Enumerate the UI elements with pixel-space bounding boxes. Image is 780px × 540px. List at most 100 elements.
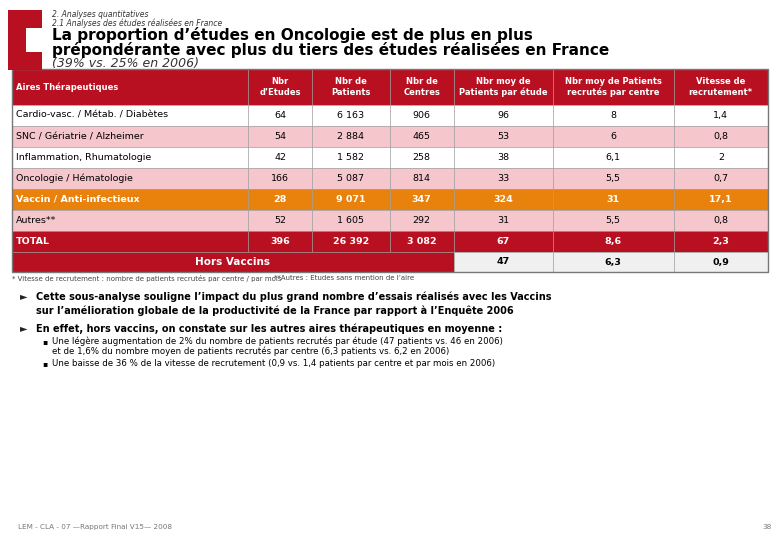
Text: 347: 347 bbox=[412, 195, 431, 204]
Text: 47: 47 bbox=[497, 258, 510, 267]
Text: 6,3: 6,3 bbox=[604, 258, 622, 267]
Bar bbox=[454, 231, 553, 252]
Bar bbox=[454, 168, 553, 189]
Bar bbox=[454, 252, 553, 272]
Bar bbox=[312, 210, 389, 231]
Bar bbox=[454, 69, 553, 105]
Bar bbox=[553, 69, 674, 105]
Bar bbox=[674, 147, 768, 168]
Text: 64: 64 bbox=[274, 111, 286, 120]
Text: Une baisse de 36 % de la vitesse de recrutement (0,9 vs. 1,4 patients par centre: Une baisse de 36 % de la vitesse de recr… bbox=[52, 359, 495, 368]
Text: 1 605: 1 605 bbox=[337, 216, 364, 225]
Text: ►: ► bbox=[20, 323, 27, 333]
Bar bbox=[248, 189, 312, 210]
Text: 9 071: 9 071 bbox=[336, 195, 366, 204]
Text: 6: 6 bbox=[610, 132, 616, 141]
Bar bbox=[553, 231, 674, 252]
Text: Autres**: Autres** bbox=[16, 216, 56, 225]
Text: ▪: ▪ bbox=[42, 337, 47, 346]
Text: **Autres : Etudes sans mention de l’aire: **Autres : Etudes sans mention de l’aire bbox=[274, 275, 414, 281]
Bar bbox=[389, 147, 454, 168]
Text: 0,9: 0,9 bbox=[712, 258, 729, 267]
Text: 2: 2 bbox=[718, 153, 724, 162]
Bar bbox=[312, 126, 389, 147]
Text: 31: 31 bbox=[497, 216, 509, 225]
Text: 2,3: 2,3 bbox=[712, 237, 729, 246]
Text: LEM - CLA - 07 —Rapport Final V15— 2008: LEM - CLA - 07 —Rapport Final V15— 2008 bbox=[18, 524, 172, 530]
Text: (39% vs. 25% en 2006): (39% vs. 25% en 2006) bbox=[52, 57, 199, 70]
Text: 814: 814 bbox=[413, 174, 431, 183]
Bar bbox=[389, 126, 454, 147]
Text: 258: 258 bbox=[413, 153, 431, 162]
Text: 52: 52 bbox=[274, 216, 286, 225]
Text: Une légère augmentation de 2% du nombre de patients recrutés par étude (47 patie: Une légère augmentation de 2% du nombre … bbox=[52, 337, 503, 347]
Bar bbox=[389, 231, 454, 252]
Bar bbox=[12, 69, 248, 105]
Text: 33: 33 bbox=[497, 174, 509, 183]
Bar bbox=[674, 69, 768, 105]
Bar bbox=[674, 126, 768, 147]
Bar bbox=[248, 69, 312, 105]
Text: 38: 38 bbox=[762, 524, 771, 530]
Bar bbox=[674, 252, 768, 272]
Bar bbox=[248, 210, 312, 231]
Bar bbox=[12, 147, 248, 168]
Bar bbox=[553, 168, 674, 189]
Text: 67: 67 bbox=[497, 237, 510, 246]
Text: 5,5: 5,5 bbox=[606, 216, 621, 225]
Bar bbox=[674, 168, 768, 189]
Text: 28: 28 bbox=[273, 195, 287, 204]
Bar bbox=[12, 105, 248, 126]
Bar bbox=[12, 189, 248, 210]
Text: 396: 396 bbox=[270, 237, 290, 246]
Text: 17,1: 17,1 bbox=[709, 195, 732, 204]
Text: 292: 292 bbox=[413, 216, 431, 225]
Bar bbox=[389, 105, 454, 126]
Text: Cette sous-analyse souligne l’impact du plus grand nombre d’essais réalisés avec: Cette sous-analyse souligne l’impact du … bbox=[36, 291, 551, 316]
Text: La proportion d’études en Oncologie est de plus en plus: La proportion d’études en Oncologie est … bbox=[52, 27, 533, 43]
Text: 3 082: 3 082 bbox=[407, 237, 437, 246]
Bar bbox=[12, 168, 248, 189]
Text: 1 582: 1 582 bbox=[337, 153, 364, 162]
Text: 324: 324 bbox=[494, 195, 513, 204]
Text: 2 884: 2 884 bbox=[337, 132, 364, 141]
Bar bbox=[553, 210, 674, 231]
Text: Nbr moy de Patients
recrutés par centre: Nbr moy de Patients recrutés par centre bbox=[565, 77, 661, 97]
Text: 26 392: 26 392 bbox=[333, 237, 369, 246]
Bar bbox=[454, 147, 553, 168]
Bar bbox=[553, 147, 674, 168]
Text: 465: 465 bbox=[413, 132, 431, 141]
Text: * Vitesse de recrutement : nombre de patients recrutés par centre / par mois: * Vitesse de recrutement : nombre de pat… bbox=[12, 275, 282, 282]
Text: 166: 166 bbox=[271, 174, 289, 183]
Bar bbox=[389, 189, 454, 210]
Text: et de 1,6% du nombre moyen de patients recrutés par centre (6,3 patients vs. 6,2: et de 1,6% du nombre moyen de patients r… bbox=[52, 347, 449, 356]
Text: Inflammation, Rhumatologie: Inflammation, Rhumatologie bbox=[16, 153, 151, 162]
Text: Nbr de
Patients: Nbr de Patients bbox=[332, 77, 370, 97]
Text: Vaccin / Anti-infectieux: Vaccin / Anti-infectieux bbox=[16, 195, 140, 204]
Text: Vitesse de
recrutement*: Vitesse de recrutement* bbox=[689, 77, 753, 97]
Bar bbox=[312, 69, 389, 105]
Text: SNC / Gériatrie / Alzheimer: SNC / Gériatrie / Alzheimer bbox=[16, 132, 144, 141]
Text: 0,8: 0,8 bbox=[713, 132, 729, 141]
Bar bbox=[248, 168, 312, 189]
Bar bbox=[674, 189, 768, 210]
Text: Nbr moy de
Patients par étude: Nbr moy de Patients par étude bbox=[459, 77, 548, 97]
Text: 31: 31 bbox=[607, 195, 620, 204]
Bar bbox=[553, 126, 674, 147]
Text: 8: 8 bbox=[610, 111, 616, 120]
Text: Cardio-vasc. / Métab. / Diabètes: Cardio-vasc. / Métab. / Diabètes bbox=[16, 111, 168, 120]
Text: 6,1: 6,1 bbox=[606, 153, 621, 162]
Bar bbox=[553, 189, 674, 210]
Text: 0,7: 0,7 bbox=[713, 174, 729, 183]
Bar bbox=[553, 105, 674, 126]
Bar bbox=[454, 126, 553, 147]
Bar bbox=[12, 231, 248, 252]
Bar bbox=[12, 126, 248, 147]
Text: 6 163: 6 163 bbox=[337, 111, 364, 120]
Bar bbox=[312, 189, 389, 210]
Text: ▪: ▪ bbox=[42, 359, 47, 368]
Bar bbox=[312, 147, 389, 168]
Bar bbox=[312, 105, 389, 126]
Bar bbox=[674, 105, 768, 126]
Bar bbox=[12, 210, 248, 231]
